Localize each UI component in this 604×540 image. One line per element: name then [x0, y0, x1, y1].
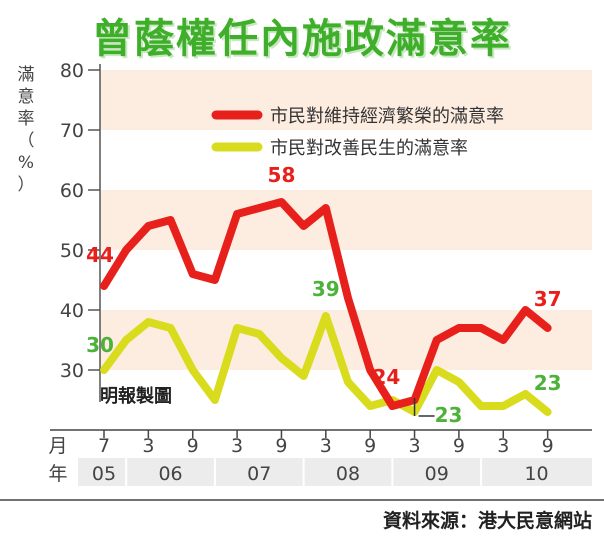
month-row-label: 月: [48, 435, 67, 457]
year-row-label: 年: [48, 463, 67, 485]
x-tick-label: 3: [408, 435, 420, 457]
credit-group: 明報製圖: [100, 385, 172, 407]
x-tick-label: 9: [364, 435, 376, 457]
chart-title: 曾蔭權任內施政滿意率: [92, 16, 512, 62]
data-label: 23: [534, 371, 562, 395]
credit-text: 明報製圖: [100, 385, 172, 407]
legend-label: 市民對改善民生的滿意率: [270, 138, 468, 159]
x-tick-label: 9: [453, 435, 465, 457]
y-tick-label: 30: [60, 360, 84, 382]
band-0: [100, 310, 592, 370]
y-label-char: 意: [18, 87, 35, 107]
x-tick-label: 3: [320, 435, 332, 457]
data-label: 24: [372, 365, 400, 389]
source-text: 資料來源：港大民意網站: [383, 509, 592, 532]
year-label: 10: [524, 463, 548, 485]
x-axis: 月年 7 3 9 3 9 3 9 3 9 3 9 05 06 07 08 09 10: [48, 429, 592, 486]
y-axis: 30 40 50 60 70 80: [60, 60, 101, 402]
x-tick-label: 9: [275, 435, 287, 457]
background-bands: [100, 70, 592, 370]
y-label-char: 滿: [18, 65, 35, 85]
x-tick-label: 3: [142, 435, 154, 457]
y-label-char: ）: [18, 175, 35, 195]
year-label: 07: [247, 463, 271, 485]
y-tick-label: 50: [60, 240, 84, 262]
data-label: 44: [86, 243, 114, 267]
y-label-char: 率: [18, 109, 35, 129]
y-tick-label: 60: [60, 180, 84, 202]
x-tick-label: 3: [231, 435, 243, 457]
y-tick-label: 80: [60, 60, 84, 82]
year-label: 06: [158, 463, 182, 485]
data-label: 37: [534, 287, 562, 311]
series-line-0: [100, 198, 552, 410]
y-tick-label: 70: [60, 120, 84, 142]
source-group: 資料來源：港大民意網站: [0, 499, 604, 532]
data-label: 58: [268, 163, 296, 187]
x-tick-label: 9: [542, 435, 554, 457]
data-labels: 44 58 24 37 30 39 23 23: [86, 163, 561, 427]
y-axis-label: 滿意率（%）: [18, 65, 35, 195]
data-label: 23: [435, 403, 463, 427]
year-row-bg: [78, 458, 592, 486]
band-2: [100, 70, 592, 130]
x-tick-label: 3: [497, 435, 509, 457]
x-tick-label: 7: [98, 435, 110, 457]
series-lines: [100, 198, 552, 416]
year-label: 08: [336, 463, 360, 485]
y-label-char: （: [18, 131, 35, 151]
y-label-char: %: [18, 153, 34, 173]
legend-label: 市民對維持經濟繁榮的滿意率: [270, 106, 504, 127]
data-label: 30: [86, 333, 114, 357]
year-label: 05: [92, 463, 116, 485]
year-label: 09: [425, 463, 449, 485]
data-label: 39: [312, 277, 340, 301]
series-line-1: [100, 312, 552, 416]
x-tick-label: 9: [187, 435, 199, 457]
y-tick-label: 40: [60, 300, 84, 322]
